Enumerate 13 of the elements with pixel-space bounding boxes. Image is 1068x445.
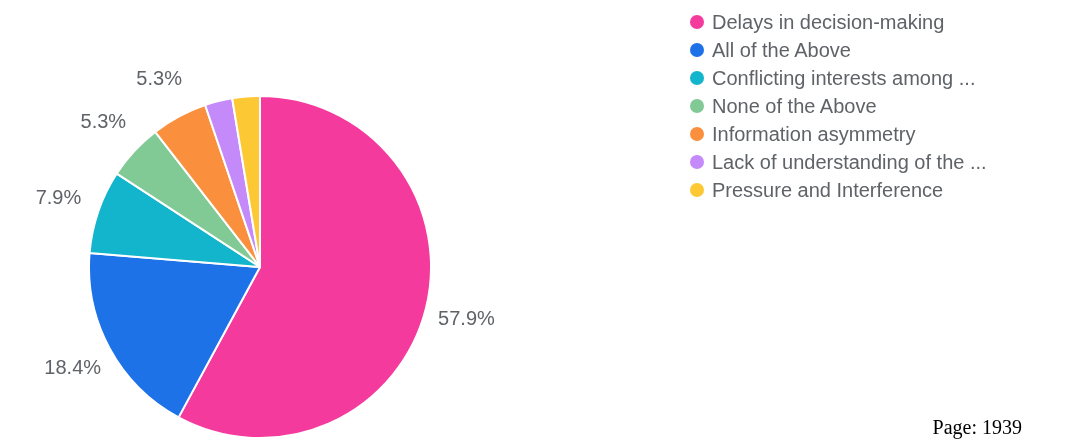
legend-label: Lack of understanding of the ... bbox=[712, 150, 987, 174]
data-label: 5.3% bbox=[80, 110, 127, 133]
legend-label: Conflicting interests among ... bbox=[712, 66, 976, 90]
text: Page: 1939 bbox=[932, 416, 1022, 439]
legend-label: None of the Above bbox=[712, 94, 877, 118]
data-label: 57.9% bbox=[438, 306, 496, 329]
data-label: 5.3% bbox=[136, 66, 183, 89]
legend-label: Pressure and Interference bbox=[712, 178, 944, 202]
legend-label: All of the Above bbox=[712, 38, 851, 62]
data-label: 18.4% bbox=[44, 355, 102, 378]
data-label: 7.9% bbox=[35, 185, 82, 208]
legend-label: Delays in decision-making bbox=[712, 10, 945, 34]
legend-label: Information asymmetry bbox=[712, 122, 916, 146]
